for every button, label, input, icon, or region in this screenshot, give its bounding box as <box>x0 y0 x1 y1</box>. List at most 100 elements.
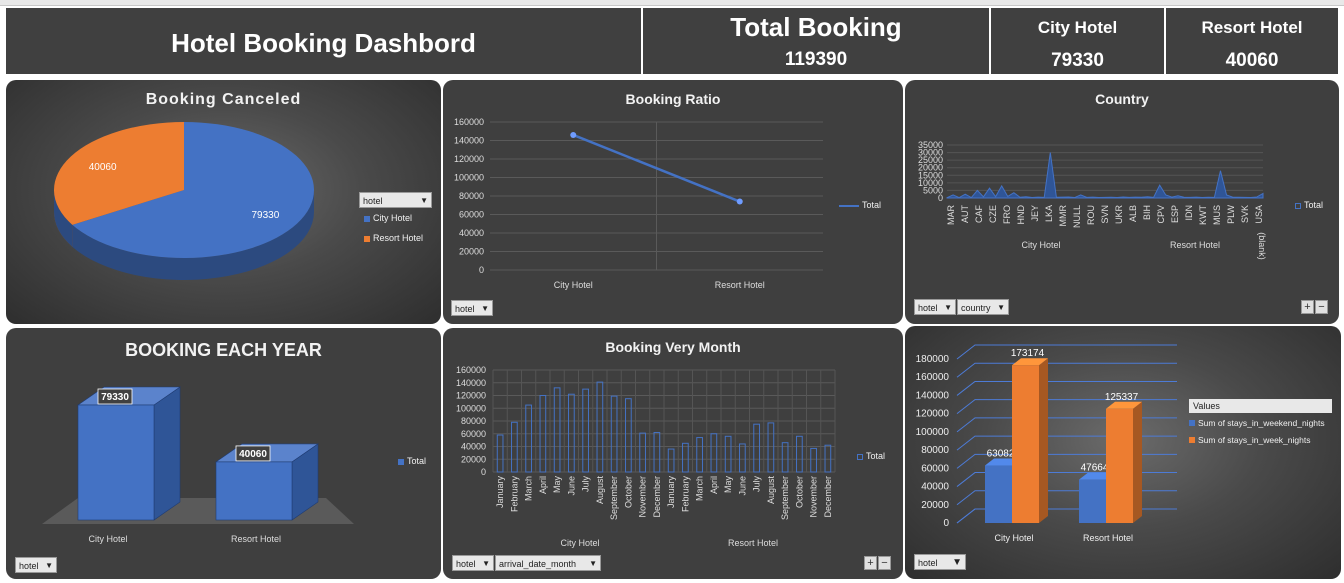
x-tick-label: January <box>495 476 505 509</box>
series-line <box>572 133 741 203</box>
dropdown-arrow-icon: ▼ <box>589 559 597 568</box>
bar <box>511 421 518 473</box>
bar-side <box>1133 401 1142 523</box>
group-label: Resort Hotel <box>1170 240 1220 250</box>
stays-canvas: 0 20000 40000 60000 80000 100000 120000 140000 1… <box>916 344 1177 543</box>
x-tick-label: May <box>723 476 733 494</box>
hotel-filter-dropdown[interactable]: hotel ▼ <box>914 299 956 315</box>
x-tick-label: April <box>709 476 719 494</box>
y-tick-label: 20000 <box>461 454 486 464</box>
dropdown-arrow-icon: ▼ <box>482 559 490 568</box>
axis-line <box>956 508 976 524</box>
data-label: 47664 <box>1081 463 1109 474</box>
filter-funnel-icon: ▼ <box>952 557 962 568</box>
x-tick-label: June <box>737 476 747 496</box>
country-chart[interactable]: Country 0 5000 10000 15000 20000 25000 30000 35… <box>905 80 1339 324</box>
bar <box>985 465 1012 523</box>
collapse-minus-button[interactable]: − <box>1315 300 1328 314</box>
legend-swatch <box>1295 202 1301 209</box>
legend-total: Total <box>398 456 426 466</box>
hotel-filter-dropdown[interactable]: hotel ▼ <box>452 555 494 571</box>
filter-label: hotel <box>456 559 476 569</box>
x-tick-label: IDN <box>1184 205 1194 221</box>
legend-week: Sum of stays_in_week_nights <box>1189 435 1332 445</box>
bar <box>667 448 675 473</box>
y-tick-label: 100000 <box>454 173 484 183</box>
dropdown-arrow-icon: ▼ <box>944 303 952 312</box>
booking-canceled-chart[interactable]: Booking Canceled 79330 40060 hotel ▼ City … <box>6 80 441 324</box>
legend-label: Resort Hotel <box>373 233 424 243</box>
bar-side <box>153 386 181 521</box>
y-tick-label: 10000 <box>918 178 943 188</box>
legend-total: Total <box>857 451 885 461</box>
y-tick-label: 120000 <box>916 409 950 420</box>
y-tick-label: 140000 <box>454 136 484 146</box>
dropdown-arrow-icon: ▼ <box>997 303 1005 312</box>
y-tick-label: 100000 <box>456 403 486 413</box>
collapse-minus-button[interactable]: − <box>878 556 891 570</box>
y-tick-label: 20000 <box>918 163 943 173</box>
city-hotel-value: 79330 <box>1051 50 1104 71</box>
total-booking-label: Total Booking <box>730 12 902 42</box>
x-tick-label: May <box>552 476 562 494</box>
x-tick-label: HND <box>1016 205 1026 225</box>
country-filter-dropdown[interactable]: country ▼ <box>957 299 1009 315</box>
legend-title: Values <box>1189 399 1332 413</box>
hotel-filter-dropdown[interactable]: hotel ▼ <box>15 557 57 573</box>
expand-plus-button[interactable]: + <box>1301 300 1314 314</box>
y-tick-label: 80000 <box>459 191 484 201</box>
x-tick-label: CZE <box>988 205 998 223</box>
legend-weekend: Sum of stays_in_weekend_nights <box>1189 418 1332 429</box>
booking-ratio-chart[interactable]: Booking Ratio 0 20000 40000 60000 80000 10000… <box>443 80 903 324</box>
bar <box>724 435 732 473</box>
legend-label: Total <box>866 451 886 461</box>
x-tick-label: AUT <box>960 204 970 223</box>
y-tick-label: 40000 <box>921 482 949 493</box>
x-tick-label: KWT <box>1198 205 1208 225</box>
x-tick-label: FRO <box>1002 205 1012 224</box>
booking-each-year-chart[interactable]: BOOKING EACH YEAR 79330 City Hotel 40060 Re… <box>6 328 441 579</box>
data-label: 79330 <box>101 392 129 403</box>
legend-label: Total <box>862 200 882 210</box>
x-tick-label: BIH <box>1142 205 1152 220</box>
bar <box>739 443 746 473</box>
stays-chart[interactable]: 0 20000 40000 60000 80000 100000 120000 140000 1… <box>905 326 1341 579</box>
bar <box>781 442 789 473</box>
hotel-filter-dropdown[interactable]: hotel ▼ <box>451 300 493 316</box>
y-tick-label: 120000 <box>456 391 486 401</box>
total-booking-value: 119390 <box>784 49 848 70</box>
expand-plus-button[interactable]: + <box>864 556 877 570</box>
bar-top <box>1012 358 1048 366</box>
data-point <box>736 198 743 205</box>
x-tick-label: MAR <box>946 205 956 226</box>
hotel-filter-dropdown[interactable]: hotel ▼ <box>359 192 432 208</box>
y-tick-label: 80000 <box>461 416 486 426</box>
bar <box>639 432 646 473</box>
bar <box>767 422 775 473</box>
pie-canvas: 79330 40060 <box>53 122 315 280</box>
booking-month-chart[interactable]: Booking Very Month 0 20000 40000 60000 80000… <box>443 328 903 579</box>
bar <box>653 431 661 473</box>
x-tick-label: CAF <box>974 204 984 223</box>
y-tick-label: 0 <box>481 467 486 477</box>
resort-hotel-label: Resort Hotel <box>1201 18 1303 37</box>
legend-resort-hotel: Resort Hotel <box>364 233 423 243</box>
y-tick-label: 180000 <box>916 354 950 365</box>
hotel-filter-button[interactable]: hotel ▼ <box>914 554 966 570</box>
legend-label: Sum of stays_in_week_nights <box>1198 435 1311 445</box>
month-filter-dropdown[interactable]: arrival_date_month ▼ <box>495 555 601 571</box>
y-tick-label: 35000 <box>918 140 943 150</box>
bar-top <box>1106 401 1142 409</box>
gridline <box>956 362 1177 378</box>
legend-swatch <box>1189 437 1195 443</box>
x-tick-label: MMR <box>1058 205 1068 227</box>
bar <box>753 423 760 473</box>
bar <box>810 447 817 473</box>
x-tick-label: July <box>581 476 591 493</box>
data-label: 125337 <box>1105 392 1139 403</box>
legend-total: Total <box>839 200 881 210</box>
y-tick-label: 15000 <box>918 170 943 180</box>
x-tick-label: November <box>809 476 819 518</box>
x-tick-label: March <box>695 476 705 501</box>
